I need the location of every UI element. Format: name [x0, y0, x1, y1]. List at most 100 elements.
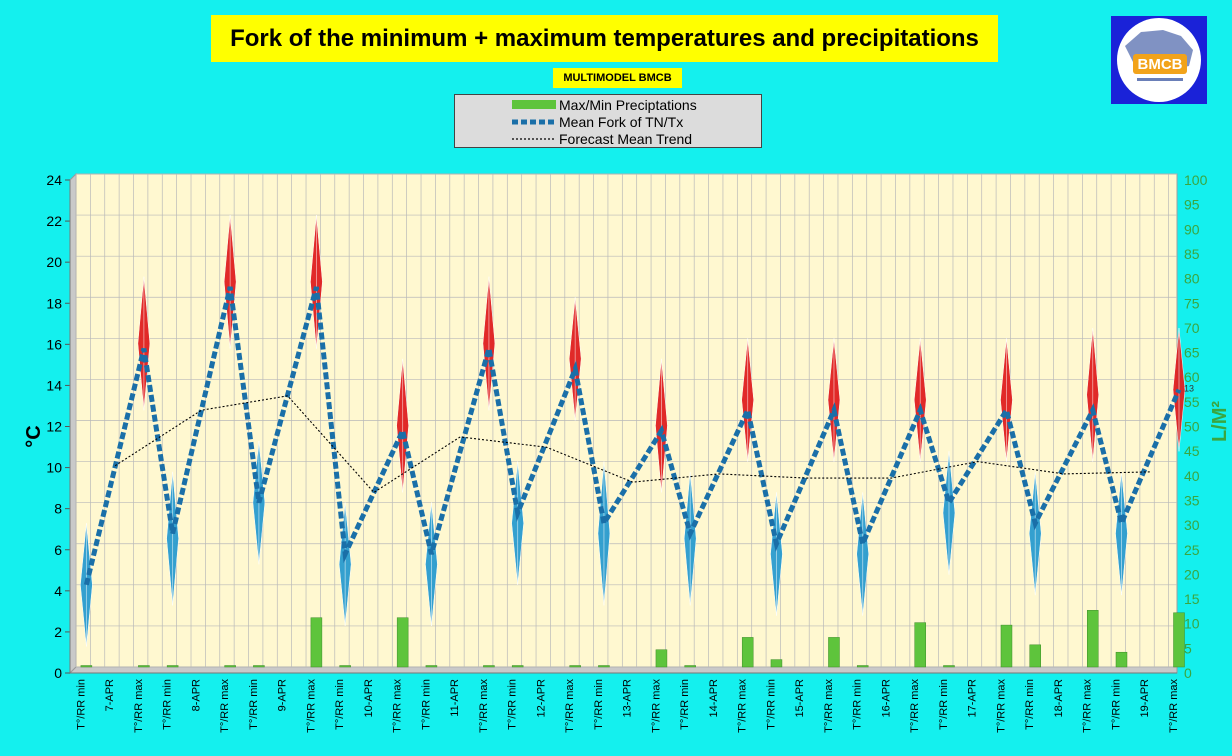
precip-bar [310, 617, 323, 668]
chart-subtitle-box: MULTIMODEL BMCB [553, 68, 682, 88]
y-tick-label-left: 22 [46, 213, 62, 229]
y-tick-label-right: 0 [1184, 665, 1192, 681]
x-tick-label-max: T°/RR max [564, 679, 576, 733]
precip-bar [1086, 610, 1099, 668]
x-tick-label-min: T°/RR min [334, 679, 346, 730]
data-annotation: 13 [1184, 384, 1194, 394]
x-tick-label-max: T°/RR max [737, 679, 749, 733]
legend-label-precip: Max/Min Preciptations [559, 96, 697, 113]
x-tick-label-date: 13-APR [622, 679, 634, 718]
x-tick-label-date: 16-APR [880, 679, 892, 718]
y-tick-label-right: 50 [1184, 419, 1200, 435]
x-tick-label-date: 8-APR [190, 679, 202, 711]
precip-bar [166, 665, 179, 668]
x-tick-label-max: T°/RR max [219, 679, 231, 733]
y-tick-label-right: 30 [1184, 517, 1200, 533]
y-tick-label-right: 95 [1184, 197, 1200, 213]
precip-bar [914, 622, 926, 668]
x-tick-label-min: T°/RR min [852, 679, 864, 730]
x-tick-label-min: T°/RR min [162, 679, 174, 730]
x-tick-label-max: T°/RR max [1082, 679, 1094, 733]
legend-label-mean-fork: Mean Fork of TN/Tx [559, 113, 684, 130]
y-axis-title-right: L/M² [1209, 401, 1231, 442]
y-tick-label-right: 25 [1184, 542, 1200, 558]
precip-bar [856, 665, 869, 668]
y-tick-label-left: 20 [46, 254, 62, 270]
x-tick-label-date: 7-APR [104, 679, 116, 711]
y-tick-label-right: 70 [1184, 320, 1200, 336]
y-tick-label-left: 12 [46, 419, 62, 435]
y-tick-label-left: 10 [46, 460, 62, 476]
precip-bar [943, 665, 955, 668]
x-tick-label-min: T°/RR min [248, 679, 260, 730]
y-tick-label-right: 85 [1184, 246, 1200, 262]
precip-bar [224, 665, 236, 668]
y-tick-label-left: 14 [46, 377, 62, 393]
precip-bar [396, 617, 409, 668]
precip-bar [253, 665, 265, 668]
bmcb-logo-graphic: BMCB [1117, 18, 1201, 102]
y-tick-label-right: 55 [1184, 394, 1200, 410]
precip-bar [339, 665, 351, 668]
y-tick-label-left: 24 [46, 172, 62, 188]
chart-subtitle: MULTIMODEL BMCB [563, 72, 672, 84]
y-tick-label-right: 90 [1184, 221, 1200, 237]
y-tick-label-right: 45 [1184, 443, 1200, 459]
y-tick-label-right: 35 [1184, 492, 1200, 508]
x-tick-label-max: T°/RR max [478, 679, 490, 733]
y-tick-label-left: 6 [54, 542, 62, 558]
y-tick-label-right: 100 [1184, 172, 1208, 188]
plot-side-wall [69, 172, 77, 675]
precip-bar [655, 649, 668, 668]
x-tick-label-max: T°/RR max [823, 679, 835, 733]
x-tick-label-min: T°/RR min [507, 679, 519, 730]
chart-title-box: Fork of the minimum + maximum temperatur… [211, 15, 998, 62]
y-axis-title-left: °C [23, 425, 45, 447]
x-tick-label-max: T°/RR max [392, 679, 404, 733]
x-tick-label-date: 14-APR [708, 679, 720, 718]
x-tick-label-min: T°/RR min [679, 679, 691, 730]
precip-bar [425, 665, 438, 668]
x-tick-label-max: T°/RR max [1168, 679, 1180, 733]
y-tick-label-left: 0 [54, 665, 62, 681]
precip-bar [741, 637, 754, 668]
y-tick-label-left: 16 [46, 336, 62, 352]
y-tick-label-right: 80 [1184, 271, 1200, 287]
y-tick-label-left: 2 [54, 624, 62, 640]
forecast-trend-line [114, 395, 1151, 494]
legend-swatch-precip [512, 100, 556, 109]
precip-bar [1000, 624, 1013, 668]
legend: Max/Min Preciptations Mean Fork of TN/Tx… [454, 94, 762, 148]
chart-title: Fork of the minimum + maximum temperatur… [230, 24, 979, 52]
x-tick-label-min: T°/RR min [1024, 679, 1036, 730]
y-tick-label-right: 5 [1184, 640, 1192, 656]
legend-label-trend: Forecast Mean Trend [559, 130, 693, 147]
precip-bar [828, 637, 840, 668]
precip-bar [1173, 612, 1185, 668]
precip-bar [511, 665, 524, 668]
mean-fork-line [83, 286, 1182, 586]
y-tick-label-right: 65 [1184, 345, 1200, 361]
y-tick-label-right: 10 [1184, 616, 1200, 632]
x-tick-label-date: 18-APR [1053, 679, 1065, 718]
x-tick-label-max: T°/RR max [995, 679, 1007, 733]
y-tick-label-right: 20 [1184, 566, 1200, 582]
x-tick-label-date: 15-APR [794, 679, 806, 718]
logo-text: BMCB [1138, 56, 1183, 73]
x-tick-label-date: 12-APR [535, 679, 547, 718]
x-tick-label-date: 19-APR [1139, 679, 1151, 718]
precip-bar [569, 665, 581, 668]
y-tick-label-right: 15 [1184, 591, 1200, 607]
y-tick-label-right: 40 [1184, 468, 1200, 484]
x-tick-label-min: T°/RR min [938, 679, 950, 730]
x-tick-label-min: T°/RR min [420, 679, 432, 730]
x-tick-label-max: T°/RR max [909, 679, 921, 733]
x-tick-label-date: 11-APR [449, 679, 461, 717]
y-tick-label-left: 4 [54, 583, 62, 599]
precip-bar [770, 659, 783, 668]
y-tick-label-left: 18 [46, 295, 62, 311]
x-tick-label-max: T°/RR max [305, 679, 317, 733]
x-tick-label-max: T°/RR max [650, 679, 662, 733]
